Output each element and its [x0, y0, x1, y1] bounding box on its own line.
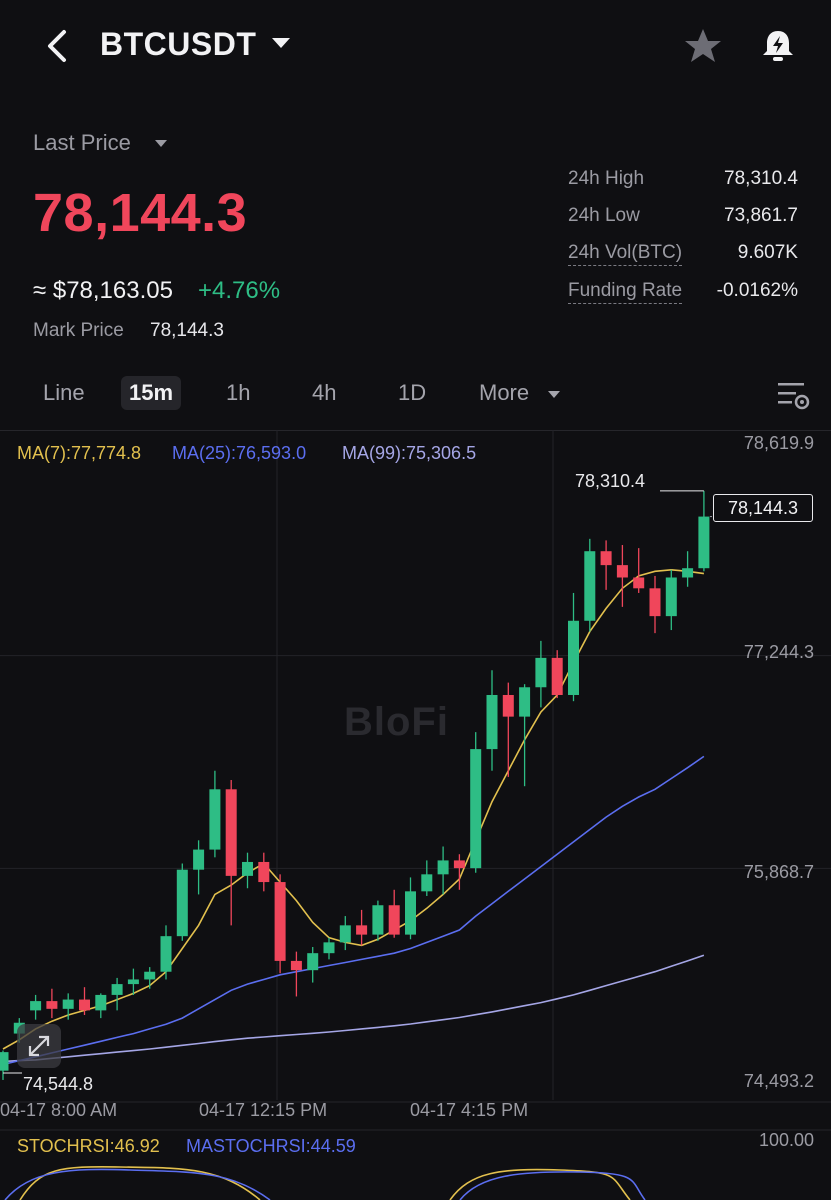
stat-funding-rate-label[interactable]: Funding Rate [568, 280, 683, 304]
last-price-caret-icon[interactable] [155, 140, 167, 147]
candlestick-chart[interactable] [0, 430, 831, 1200]
candle-body [616, 565, 628, 578]
candle-body [274, 882, 286, 961]
candle-body [698, 516, 710, 569]
price-alert-bell-icon[interactable] [758, 26, 798, 66]
candle-body [258, 861, 270, 883]
more-caret-icon[interactable] [548, 391, 560, 398]
ma7-line [2, 568, 705, 1050]
candle-body [388, 905, 400, 935]
candle-body [225, 789, 237, 876]
current-price-tag: 78,144.3 [713, 494, 813, 522]
candle-body [535, 657, 547, 688]
candle-body [682, 568, 694, 578]
expand-chart-icon[interactable] [17, 1024, 61, 1068]
candle-body [307, 953, 319, 971]
candle-body [79, 999, 90, 1011]
candle-body [323, 942, 335, 954]
candle-body [46, 1001, 58, 1009]
tab-1d[interactable]: 1D [398, 380, 427, 405]
price-change-percent: +4.76% [198, 277, 281, 304]
stochrsi-indicator: STOCHRSI:46.92 [17, 1136, 160, 1156]
stat-funding-rate-value: -0.0162% [716, 280, 798, 301]
stochrsi-line [449, 1168, 631, 1200]
tab-1h[interactable]: 1h [226, 380, 251, 405]
stat-24h-vol-value: 9.607K [737, 242, 798, 263]
chart-top-divider [0, 430, 831, 431]
stochrsi-line [19, 1166, 261, 1200]
mark-price-value: 78,144.3 [150, 320, 224, 341]
stochrsi-max-label: 100.00 [758, 1130, 814, 1150]
candle-body [551, 657, 563, 695]
candle-body [470, 749, 482, 869]
y-tick-label: 77,244.3 [743, 642, 814, 662]
candle-body [568, 620, 579, 695]
usd-equivalent: ≈ $78,163.05 [33, 277, 173, 304]
candle-body [62, 999, 74, 1009]
favorite-star-icon[interactable] [683, 26, 723, 66]
candle-body [339, 925, 351, 943]
candle-body [502, 694, 514, 717]
tab-line[interactable]: Line [43, 380, 85, 405]
ma25-indicator: MA(25):76,593.0 [172, 443, 307, 463]
candle-body [519, 687, 531, 717]
stat-24h-high-label: 24h High [568, 168, 645, 189]
candle-body [649, 588, 661, 617]
last-price-label[interactable]: Last Price [33, 130, 131, 155]
y-tick-label: 75,868.7 [743, 862, 814, 882]
low-price-marker: 74,544.8 [23, 1074, 94, 1094]
ma99-indicator: MA(99):75,306.5 [342, 443, 477, 463]
candle-body [405, 891, 416, 935]
chart-settings-icon[interactable] [776, 378, 812, 412]
candle-body [486, 694, 498, 750]
high-price-marker: 78,310.4 [575, 471, 646, 491]
stat-24h-low-value: 73,861.7 [724, 205, 798, 226]
candle-body [356, 925, 368, 935]
candle-body [421, 874, 433, 892]
last-price-value: 78,144.3 [33, 183, 248, 243]
y-tick-label: 78,619.9 [743, 433, 814, 453]
candle-body [633, 577, 645, 589]
candle-body [95, 994, 107, 1011]
tab-15m[interactable]: 15m [121, 376, 182, 410]
symbol-dropdown-caret-icon[interactable] [272, 38, 290, 48]
candle-body [290, 960, 302, 971]
x-tick-label: 04-17 12:15 PM [199, 1100, 328, 1120]
ma99-line [2, 954, 705, 1063]
candle-body [209, 789, 221, 850]
y-tick-label: 74,493.2 [743, 1071, 814, 1091]
mastochrsi-indicator: MASTOCHRSI:44.59 [186, 1136, 356, 1156]
tab-more[interactable]: More [479, 380, 530, 405]
symbol-title[interactable]: BTCUSDT [100, 26, 257, 62]
mark-price-label: Mark Price [33, 320, 124, 341]
mastochrsi-line [459, 1171, 646, 1200]
candle-body [665, 577, 677, 617]
candle-body [144, 971, 156, 980]
candle-body [372, 905, 384, 935]
x-tick-label: 04-17 8:00 AM [0, 1100, 118, 1120]
candle-body [111, 984, 123, 995]
candle-body [600, 551, 612, 566]
stat-24h-high-value: 78,310.4 [724, 168, 798, 189]
stat-24h-low-label: 24h Low [568, 205, 640, 226]
ma7-indicator: MA(7):77,774.8 [17, 443, 142, 463]
candle-body [453, 860, 465, 869]
candle-body [437, 860, 449, 875]
candle-body [242, 861, 253, 876]
candle-body [160, 936, 172, 972]
candle-body [0, 1052, 9, 1071]
ma25-line [2, 755, 705, 1066]
stat-24h-vol-label[interactable]: 24h Vol(BTC) [568, 242, 683, 266]
candle-body [176, 869, 188, 937]
tab-4h[interactable]: 4h [312, 380, 337, 405]
candle-body [30, 1001, 42, 1011]
x-tick-label: 04-17 4:15 PM [410, 1100, 529, 1120]
back-arrow-icon[interactable] [42, 26, 78, 66]
candle-body [127, 979, 139, 985]
candle-body [193, 849, 205, 870]
mastochrsi-line [4, 1168, 271, 1200]
watermark-logo: BloFi [344, 700, 449, 744]
candle-body [584, 551, 596, 621]
